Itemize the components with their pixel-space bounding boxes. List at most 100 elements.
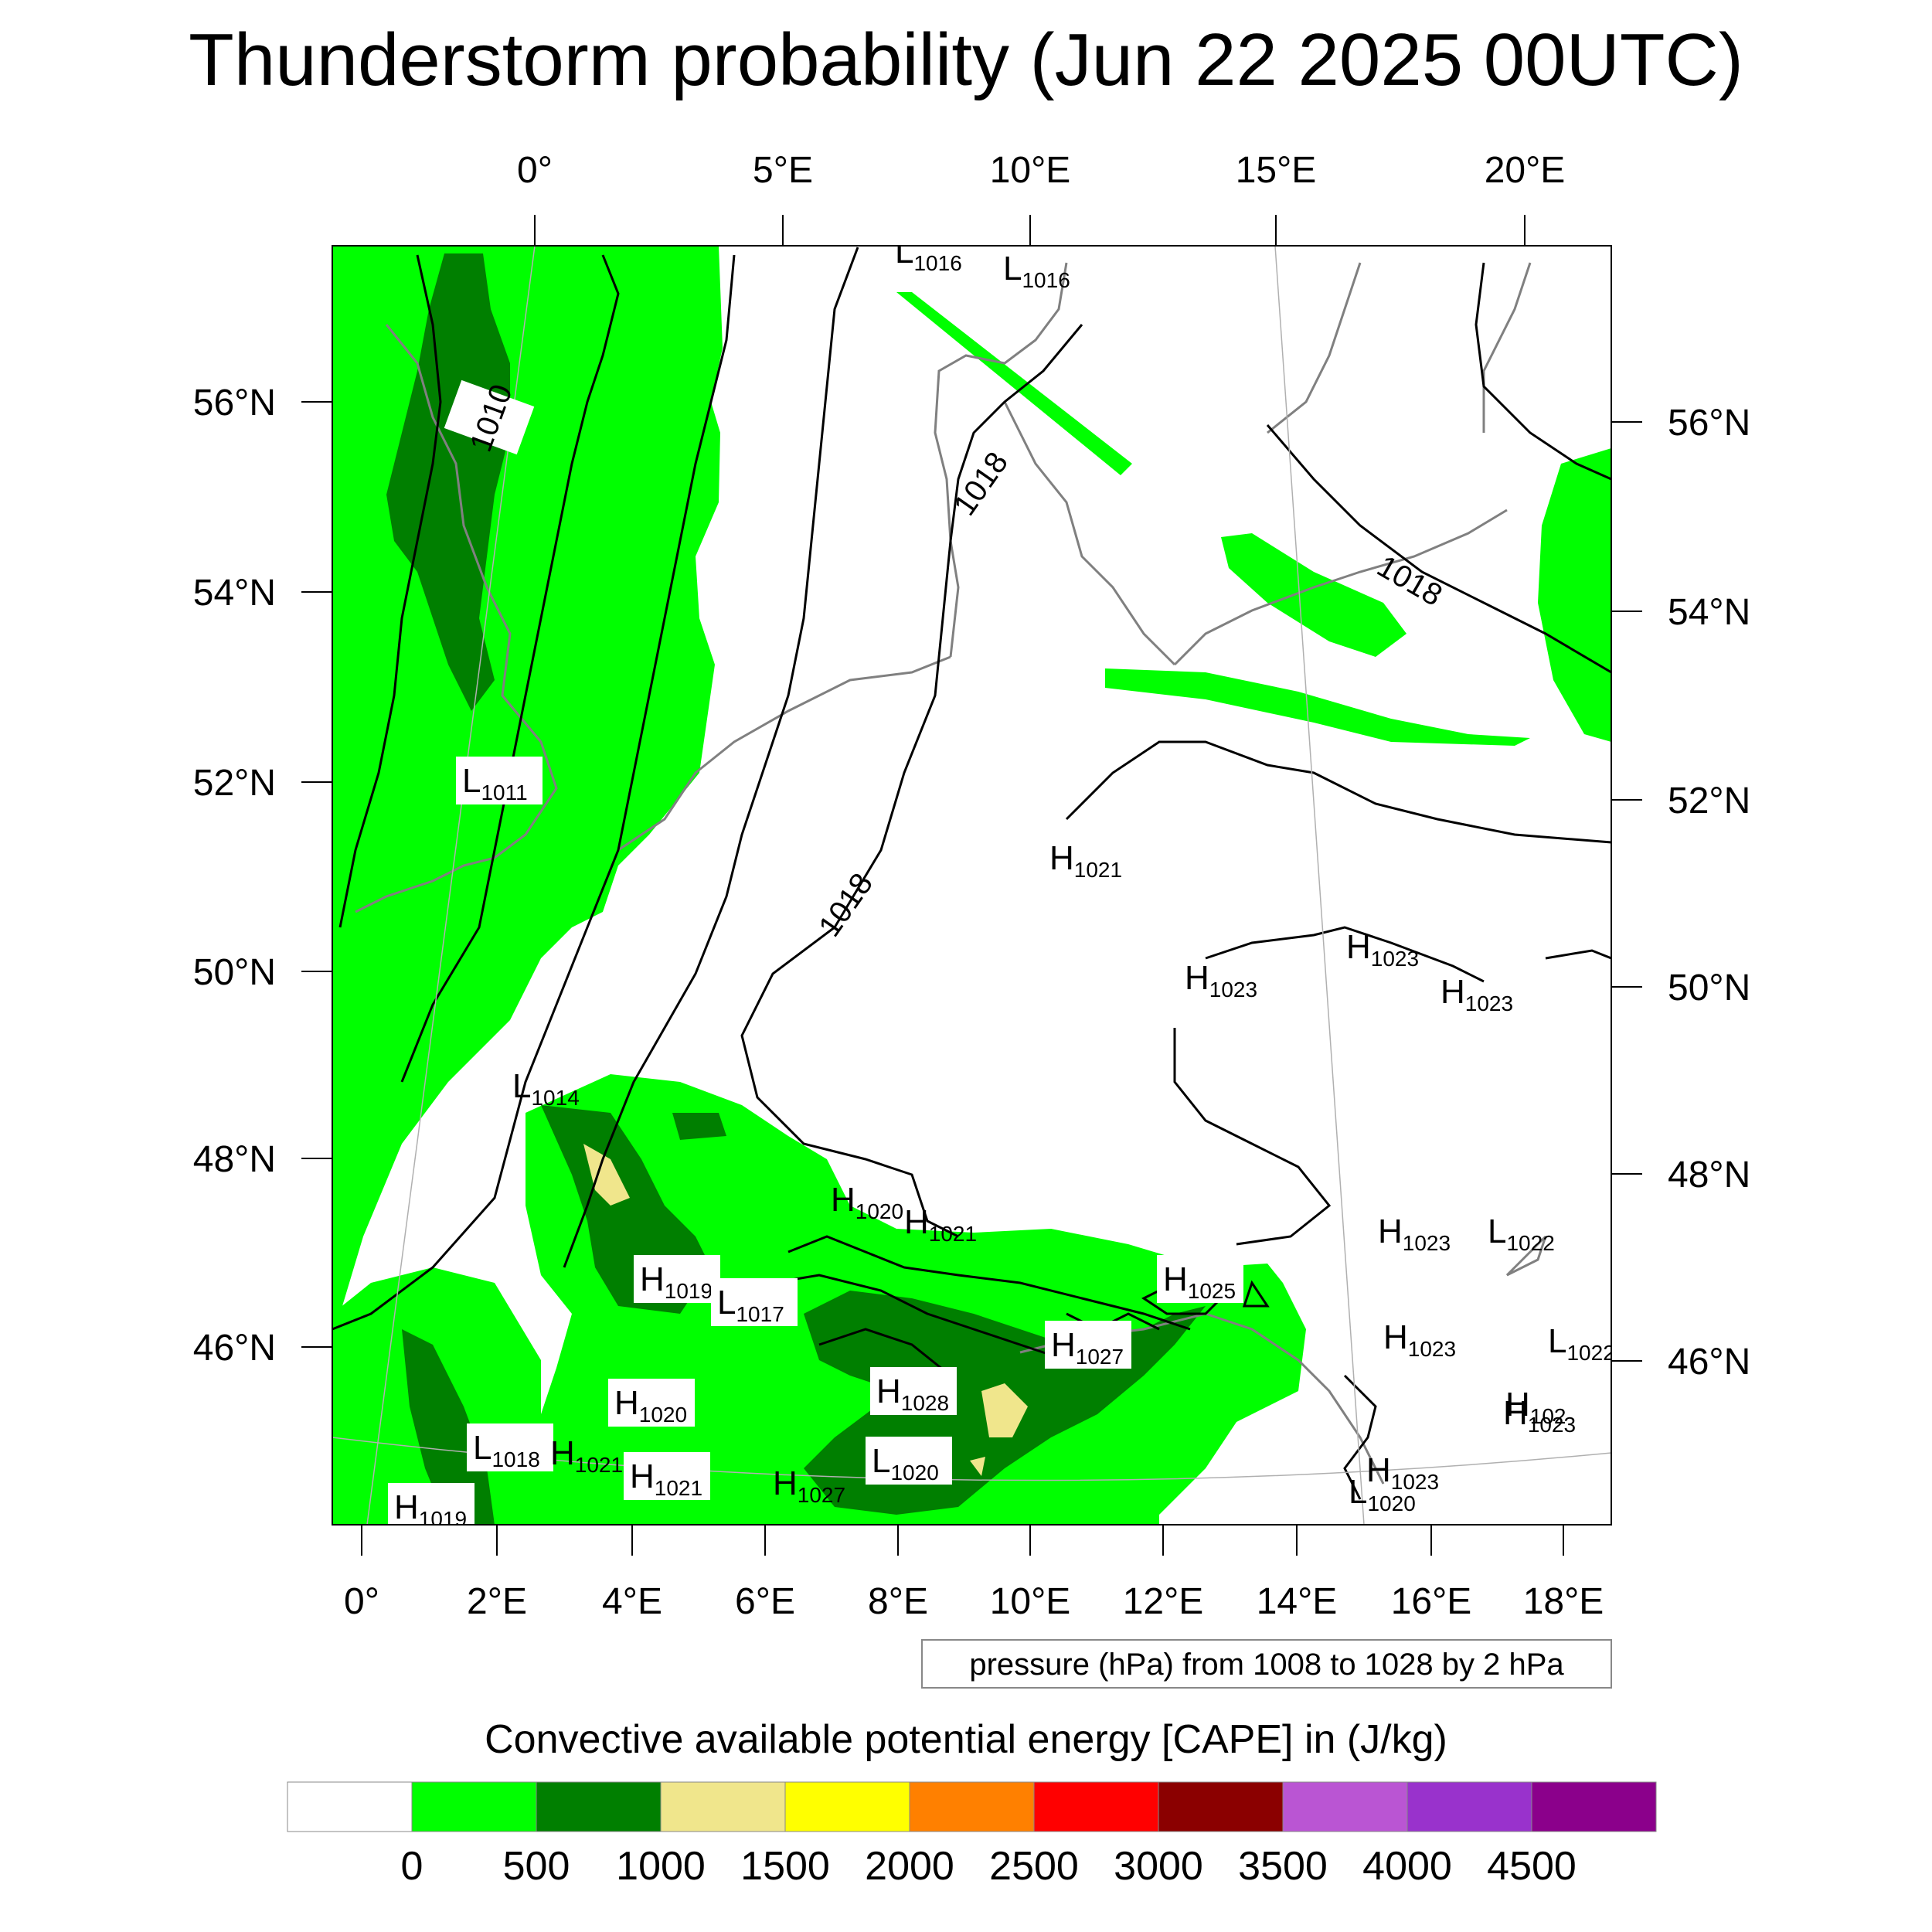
colorbar-tick-label: 1500 [740,1844,830,1889]
pressure-center-label: L1018 [467,1423,553,1471]
colorbar-swatch [909,1781,1035,1832]
pressure-center-label: H1023 [1185,959,1257,1002]
contour-info-box: pressure (hPa) from 1008 to 1028 by 2 hP… [921,1639,1612,1689]
colorbar-tick-label: 2000 [865,1844,954,1889]
colorbar-swatch [660,1781,786,1832]
colorbar-swatch [1033,1781,1159,1832]
lon-label: 8°E [868,1581,928,1622]
pressure-center-text: H1019 [394,1488,467,1531]
map-title: Thunderstorm probability (Jun 22 2025 00… [189,19,1743,101]
lon-label: 0° [517,150,553,191]
lon-label: 5°E [753,150,813,191]
pressure-center-label: L1017 [711,1278,798,1326]
colorbar-swatch [1282,1781,1408,1832]
lat-label: 56°N [1668,403,1750,444]
pressure-center-text: L1018 [473,1429,540,1471]
pressure-center-label: H1021 [904,1203,977,1246]
pressure-center-text: H1028 [876,1372,949,1415]
label-background [467,1423,553,1471]
colorbar-swatch [1531,1781,1657,1832]
lon-label: 14°E [1257,1581,1338,1622]
pressure-centers: L1016 L1016 L1011 L1014 H1021 H1023 H1023 H1023… [388,233,1611,1531]
pressure-center-label: H1027 [773,1464,845,1507]
label-background [870,1367,957,1415]
pressure-center-label: L1020 [866,1437,952,1485]
pressure-center-text: L1017 [717,1284,784,1326]
pressure-center-label: H1021 [624,1452,710,1500]
pressure-center-text: H1027 [1051,1326,1124,1369]
pressure-center-text: H1021 [630,1458,702,1500]
colorbar-tick-labels: 0 500 1000 1500 2000 2500 3000 3500 4000 4500 [401,1844,1577,1889]
pressure-center-label: H1023 [1346,928,1419,971]
pressure-center-text: H1023 [1383,1318,1456,1361]
pressure-center-text: H1021 [904,1203,977,1246]
lat-label: 48°N [193,1139,276,1180]
pressure-center-text: H1025 [1163,1260,1236,1303]
pressure-center-text: L1016 [895,233,962,275]
pressure-center-label: H1023 [1378,1213,1451,1255]
pressure-center-text: L1022 [1488,1213,1555,1255]
lat-label: 50°N [193,952,276,993]
pressure-center-label: H102 [1505,1386,1566,1428]
lon-label: 4°E [602,1581,662,1622]
contour-info-text: pressure (hPa) from 1008 to 1028 by 2 hP… [969,1648,1564,1682]
right-lat-labels: 56°N 54°N 52°N 50°N 48°N 46°N [1668,403,1750,1383]
colorbar-swatch [411,1781,537,1832]
pressure-center-text: L1011 [462,762,528,804]
colorbar-tick-label: 4000 [1362,1844,1452,1889]
lon-label: 12°E [1123,1581,1204,1622]
pressure-center-label: H1019 [388,1483,474,1531]
label-background [711,1278,798,1326]
label-background [608,1379,695,1427]
colorbar-tick-label: 500 [503,1844,570,1889]
contour-label-1010: 1010 [444,380,535,456]
label-background [388,1483,474,1525]
label-background [456,757,543,804]
pressure-center-label: H1023 [1383,1318,1456,1361]
colorbar-swatch [1406,1781,1532,1832]
lat-label: 46°N [193,1328,276,1369]
lon-label: 15°E [1236,150,1317,191]
label-background [1045,1321,1131,1369]
axis-ticks [301,215,1642,1556]
lat-label: 52°N [193,763,276,804]
label-background [624,1452,710,1500]
pressure-center-label: L1020 [1349,1473,1416,1515]
pressure-center-label: L1016 [895,233,962,275]
colorbar-swatch [1158,1781,1284,1832]
pressure-center-label: H1020 [831,1181,903,1223]
colorbar-swatch [536,1781,662,1832]
left-lat-labels: 56°N 54°N 52°N 50°N 48°N 46°N [193,383,276,1369]
pressure-center-text: H1021 [550,1434,623,1477]
colorbar-swatch [287,1781,413,1832]
lat-label: 48°N [1668,1155,1750,1196]
bottom-lon-labels: 0° 2°E 4°E 6°E 8°E 10°E 12°E 14°E 16°E 1… [344,1581,1604,1622]
lon-label: 16°E [1391,1581,1472,1622]
pressure-center-label: H1028 [870,1367,957,1415]
lon-label: 18°E [1523,1581,1604,1622]
pressure-center-text: H1023 [1346,928,1419,971]
pressure-center-label: H1025 [1157,1255,1243,1303]
pressure-center-text: H1020 [614,1384,687,1427]
lat-label: 52°N [1668,781,1750,821]
lon-label: 10°E [990,150,1071,191]
pressure-center-label: H1020 [608,1379,695,1427]
pressure-center-label: H1023 [1503,1394,1576,1437]
colorbar-title: Convective available potential energy [C… [485,1717,1447,1762]
colorbar-swatch [784,1781,910,1832]
pressure-center-label: L1022 [1488,1213,1555,1255]
pressure-center-text: H102 [1505,1386,1566,1428]
lat-label: 50°N [1668,968,1750,1009]
label-background [634,1255,720,1303]
pressure-center-label: H1021 [1049,839,1122,882]
map-frame [332,245,1612,1526]
pressure-center-label: H1023 [1366,1451,1439,1494]
lon-label: 10°E [990,1581,1071,1622]
colorbar [287,1781,1657,1832]
pressure-center-text: L1020 [1349,1473,1416,1515]
pressure-center-text: L1016 [1003,250,1070,292]
pressure-center-text: L1020 [872,1442,939,1485]
pressure-center-label: H1021 [550,1434,623,1477]
